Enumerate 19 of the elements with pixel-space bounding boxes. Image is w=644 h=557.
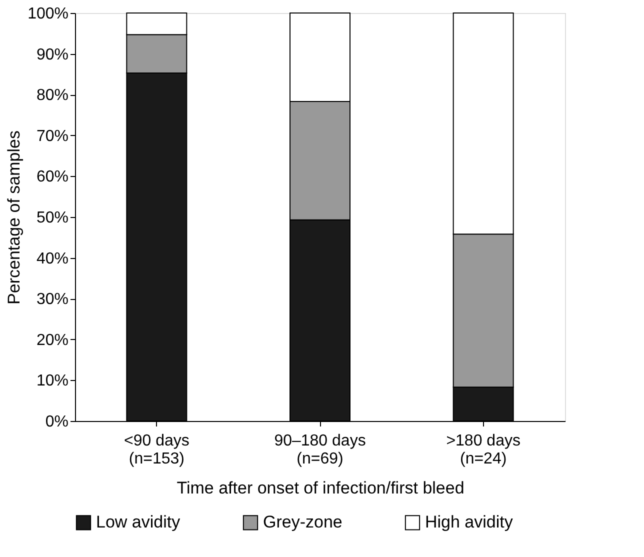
y-tick-label: 30% <box>36 291 68 308</box>
y-tick-label: 60% <box>36 168 68 186</box>
y-tick-label: 20% <box>36 332 68 349</box>
x-tick-label: 90–180 days (n=69) <box>274 432 366 468</box>
y-tick-label: 40% <box>36 250 68 268</box>
legend-label: Low avidity <box>96 512 181 532</box>
y-tick-label: 100% <box>28 6 68 22</box>
legend-label: High avidity <box>425 512 514 532</box>
y-tick-label: 0% <box>45 414 68 430</box>
x-axis-title: Time after onset of infection/first bleed <box>176 478 464 498</box>
y-tick-label: 90% <box>36 46 68 64</box>
y-axis-title: Percentage of samples <box>4 130 24 304</box>
legend-label: Grey-zone <box>263 512 342 532</box>
y-tick-label: 10% <box>36 372 68 390</box>
x-tick-label: <90 days (n=153) <box>124 432 190 468</box>
y-tick-label: 80% <box>36 87 68 104</box>
y-tick-label: 50% <box>36 210 68 226</box>
x-tick-label: >180 days (n=24) <box>446 432 520 468</box>
y-tick-label: 70% <box>36 128 68 145</box>
